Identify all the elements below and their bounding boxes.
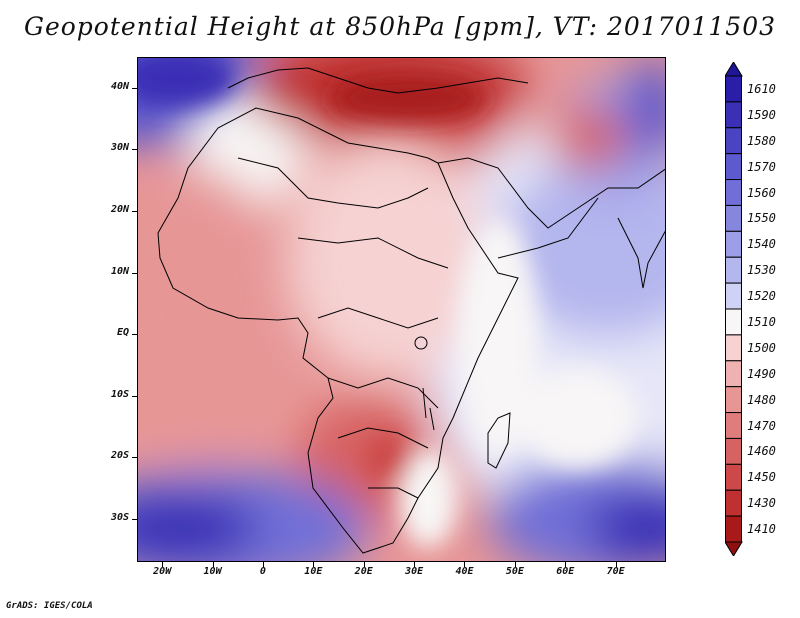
lon-tick-mark — [414, 562, 416, 567]
coastlines — [157, 67, 665, 554]
legend-level-label: 1410 — [747, 522, 776, 537]
lat-tick-mark — [132, 210, 137, 212]
legend-svg — [725, 62, 743, 556]
legend-swatch — [725, 412, 742, 439]
legend-level-label: 1590 — [747, 107, 776, 122]
legend-swatch — [725, 75, 742, 103]
legend-level-label: 1490 — [747, 366, 776, 381]
legend-swatch — [725, 153, 742, 181]
map-svg — [138, 58, 665, 561]
lat-tick-label: 20N — [110, 203, 129, 215]
legend-level-label: 1610 — [747, 81, 776, 96]
height-field-detail — [138, 58, 638, 548]
legend-swatch — [725, 308, 742, 336]
legend-swatch — [725, 334, 742, 362]
legend-top-arrow — [725, 62, 743, 77]
legend-level-label: 1470 — [747, 418, 776, 433]
lon-tick-mark — [565, 562, 567, 567]
lon-tick-label: 50E — [505, 566, 524, 577]
lat-tick-mark — [132, 457, 137, 459]
legend-level-label: 1530 — [747, 263, 776, 278]
legend-level-label: 1480 — [747, 392, 776, 407]
lon-tick-mark — [464, 562, 466, 567]
lat-tick-label: 20S — [110, 450, 129, 462]
legend-swatch — [725, 127, 742, 155]
lat-tick-mark — [132, 518, 137, 520]
lon-tick-label: 20E — [354, 566, 373, 577]
lon-tick-label: 60E — [556, 566, 575, 577]
lon-tick-mark — [262, 562, 264, 567]
legend-level-label: 1460 — [747, 444, 776, 459]
legend-swatch — [725, 515, 742, 543]
lon-tick-label: 20W — [153, 566, 172, 577]
legend-swatch — [725, 282, 742, 310]
legend-swatch — [725, 179, 742, 206]
lat-tick-mark — [132, 272, 137, 274]
lat-tick-mark — [132, 334, 137, 336]
lon-tick-label: 10W — [203, 566, 222, 577]
legend-swatch — [725, 101, 742, 129]
legend-swatch — [725, 437, 742, 465]
legend-swatch — [725, 463, 742, 491]
legend-level-label: 1450 — [747, 470, 776, 485]
legend-level-label: 1430 — [747, 496, 776, 511]
legend-bottom-arrow — [725, 541, 743, 556]
chart-title: Geopotential Height at 850hPa [gpm], VT:… — [23, 12, 777, 41]
legend-swatch — [725, 204, 742, 232]
lat-tick-mark — [132, 395, 137, 397]
lat-tick-label: 30N — [110, 142, 129, 154]
legend-swatch — [725, 386, 742, 414]
lakes — [414, 336, 435, 431]
lat-tick-label: 30S — [110, 511, 129, 523]
legend-swatch — [725, 230, 742, 258]
lon-tick-mark — [615, 562, 617, 567]
legend-swatch — [725, 360, 742, 388]
lon-tick-label: 70E — [606, 566, 625, 577]
legend-swatch — [725, 256, 742, 284]
legend-level-label: 1580 — [747, 133, 776, 148]
legend-level-label: 1500 — [747, 340, 776, 355]
legend-level-label: 1570 — [747, 159, 776, 174]
lat-tick-label: 10N — [110, 265, 129, 277]
lon-tick-mark — [313, 562, 315, 567]
lon-tick-mark — [162, 562, 164, 567]
lon-tick-label: 40E — [455, 566, 474, 577]
legend-level-label: 1510 — [747, 314, 776, 329]
lon-tick-label: 30E — [405, 566, 424, 577]
lat-tick-label: EQ — [116, 327, 129, 339]
lat-tick-mark — [132, 149, 137, 151]
lat-tick-label: 10S — [110, 388, 129, 400]
lon-tick-label: 0 — [259, 566, 266, 577]
lon-tick-mark — [363, 562, 365, 567]
color-legend: 1610 1590 1580 1570 1560 1550 1540 1530 1520 1510… — [725, 62, 776, 556]
lon-tick-mark — [212, 562, 214, 567]
legend-swatch — [725, 489, 742, 517]
map-panel — [137, 57, 666, 562]
lon-tick-mark — [514, 562, 516, 567]
credit-text: GrADS: IGES/COLA — [6, 601, 93, 611]
lat-tick-mark — [132, 87, 137, 89]
legend-level-label: 1560 — [747, 185, 776, 200]
lon-tick-label: 10E — [304, 566, 323, 577]
legend-level-label: 1540 — [747, 237, 776, 252]
legend-level-label: 1550 — [747, 211, 776, 226]
legend-level-label: 1520 — [747, 289, 776, 304]
lat-tick-label: 40N — [110, 80, 129, 92]
